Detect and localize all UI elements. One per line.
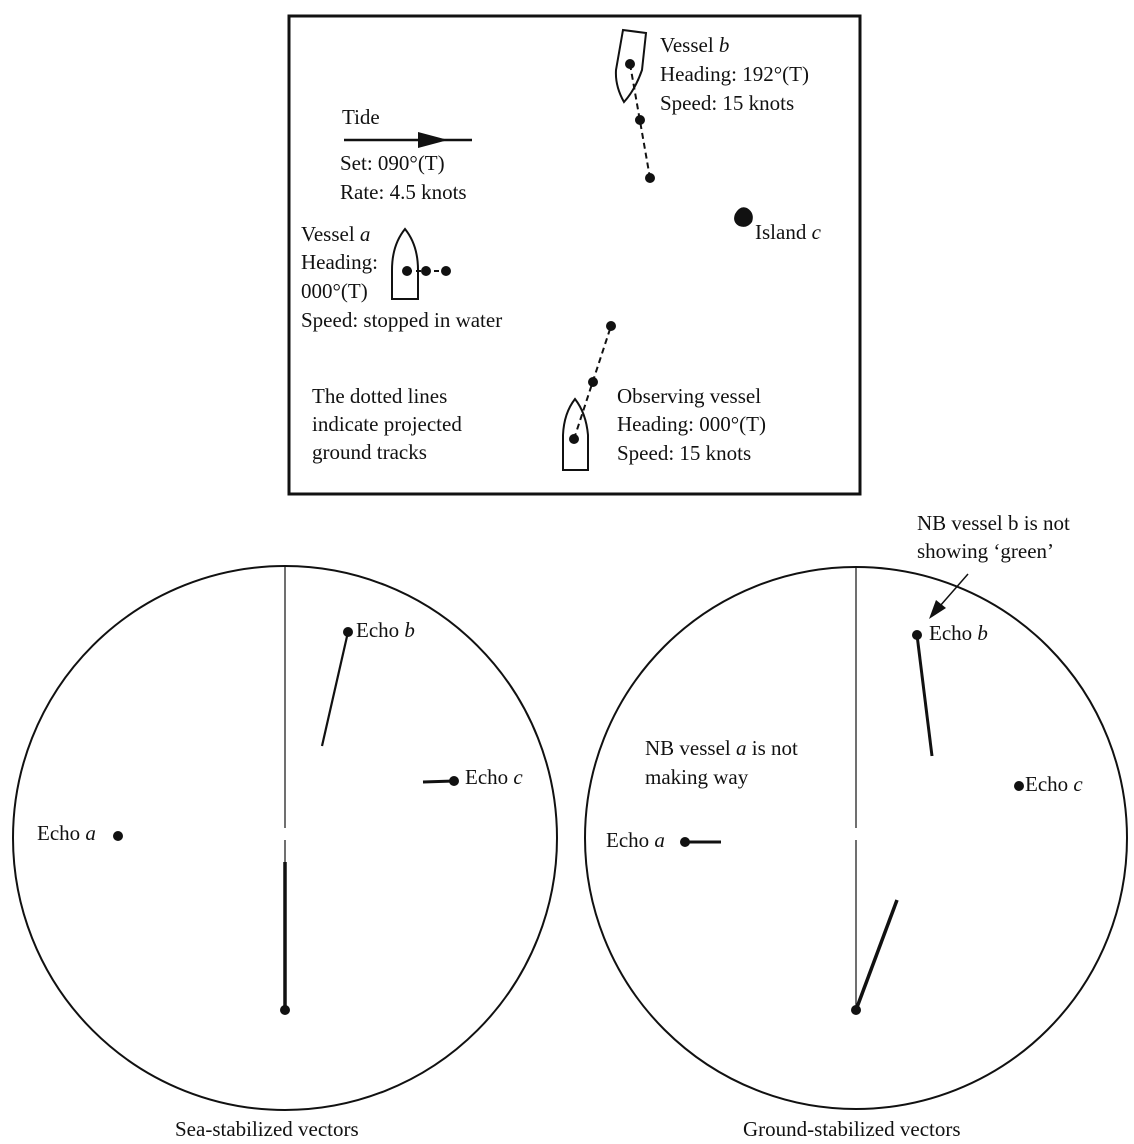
note-line-3: ground tracks bbox=[312, 440, 427, 464]
vessel-a-speed: Speed: stopped in water bbox=[301, 308, 503, 332]
tide-rate: Rate: 4.5 knots bbox=[340, 180, 467, 204]
sea-echo-c-dot bbox=[449, 776, 459, 786]
ground-echo-a-label: Echo a bbox=[606, 828, 665, 852]
observing-vessel-symbol bbox=[562, 397, 589, 471]
observing-vessel-heading: Heading: 000°(T) bbox=[617, 412, 766, 436]
observing-vessel-name: Observing vessel bbox=[617, 384, 762, 408]
sea-echo-a-label: Echo a bbox=[37, 821, 96, 845]
sea-echo-c-label: Echo c bbox=[465, 765, 523, 789]
vessel-b-heading: Heading: 192°(T) bbox=[660, 62, 809, 86]
observing-vessel-track bbox=[569, 321, 616, 444]
sea-echo-a-dot bbox=[113, 831, 123, 841]
tide-title: Tide bbox=[342, 105, 380, 129]
ground-echo-a-dot bbox=[680, 837, 690, 847]
note-a-line-1: NB vessel a is not bbox=[645, 736, 798, 760]
tide-set: Set: 090°(T) bbox=[340, 151, 445, 175]
vessel-b-symbol bbox=[614, 28, 648, 104]
ground-echo-b-vector bbox=[915, 634, 934, 757]
ground-own-vector bbox=[854, 899, 899, 1011]
ground-echo-b-label: Echo b bbox=[929, 621, 988, 645]
observing-vessel-speed: Speed: 15 knots bbox=[617, 441, 752, 465]
tide-arrow bbox=[344, 132, 472, 148]
ground-own-ship-dot bbox=[851, 1005, 861, 1015]
sea-own-ship-dot bbox=[280, 1005, 290, 1015]
note-a-line-2: making way bbox=[645, 765, 749, 789]
sea-display-caption: Sea-stabilized vectors bbox=[175, 1117, 359, 1141]
note-b-pointer-arrow bbox=[929, 573, 969, 619]
ground-echo-b-dot bbox=[912, 630, 922, 640]
scenario-panel-frame bbox=[287, 14, 862, 496]
sea-echo-c-vector bbox=[422, 779, 455, 784]
note-b-line-2: showing ‘green’ bbox=[917, 539, 1055, 563]
sea-echo-b-label: Echo b bbox=[356, 618, 415, 642]
ground-echo-c-dot bbox=[1014, 781, 1024, 791]
note-b-line-1: NB vessel b is not bbox=[917, 511, 1070, 535]
note-line-1: The dotted lines bbox=[312, 384, 448, 408]
vessel-a-heading-value: 000°(T) bbox=[301, 279, 368, 303]
island-c-label: Island c bbox=[755, 220, 821, 244]
vessel-a-heading-label: Heading: bbox=[301, 250, 378, 274]
island-c-symbol bbox=[734, 207, 753, 227]
vessel-b-name: Vessel b bbox=[660, 33, 730, 57]
sea-echo-b-vector bbox=[320, 631, 350, 747]
vessel-a-name: Vessel a bbox=[301, 222, 371, 246]
ground-echo-c-label: Echo c bbox=[1025, 772, 1083, 796]
sea-stabilized-display bbox=[12, 565, 558, 1111]
ground-display-caption: Ground-stabilized vectors bbox=[743, 1117, 961, 1141]
vessel-a-symbol bbox=[391, 227, 419, 300]
vessel-a-track bbox=[402, 266, 451, 276]
note-line-2: indicate projected bbox=[312, 412, 462, 436]
ground-stabilized-display bbox=[584, 566, 1128, 1110]
vessel-b-track bbox=[625, 59, 655, 183]
sea-echo-b-dot bbox=[343, 627, 353, 637]
vessel-b-speed: Speed: 15 knots bbox=[660, 91, 795, 115]
